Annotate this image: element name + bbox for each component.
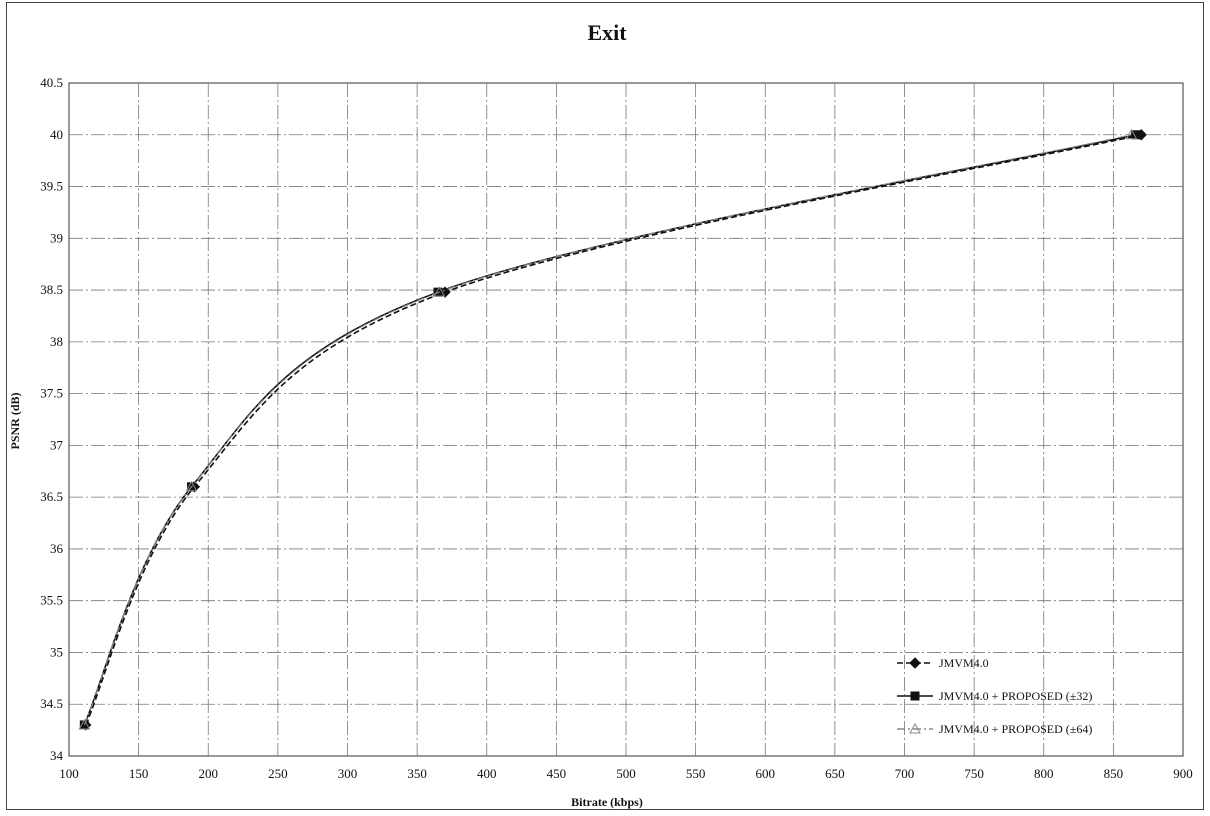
x-tick-label: 650 — [825, 766, 845, 781]
series-line — [83, 134, 1132, 726]
x-tick-label: 600 — [756, 766, 776, 781]
chart-svg: Exit 100 150 200 250 300 350 400 450 500 550 600 65… — [8, 20, 1193, 809]
legend-label: JMVM4.0 — [939, 656, 989, 670]
x-tick-label: 150 — [129, 766, 149, 781]
y-tick-label: 38 — [50, 334, 63, 349]
series-layer — [78, 128, 1147, 731]
data-point — [185, 480, 198, 492]
x-tick-label: 200 — [199, 766, 219, 781]
x-tick-label: 750 — [964, 766, 984, 781]
y-tick-label: 34 — [50, 748, 64, 763]
series-line — [83, 133, 1136, 726]
chart-frame: Exit 100 150 200 250 300 350 400 450 500 550 600 65… — [6, 2, 1204, 810]
legend-marker — [909, 657, 921, 669]
tick-layer: 100 150 200 250 300 350 400 450 500 550 600 650 700 7… — [40, 75, 1193, 781]
data-point — [433, 286, 446, 297]
legend-marker — [910, 691, 920, 701]
y-tick-label: 35.5 — [40, 593, 63, 608]
x-tick-label: 450 — [547, 766, 567, 781]
x-axis-label: Bitrate (kbps) — [571, 795, 643, 809]
x-tick-label: 100 — [59, 766, 79, 781]
legend-label: JMVM4.0 + PROPOSED (±32) — [939, 689, 1092, 703]
series-1 — [80, 129, 1147, 731]
series-3 — [78, 128, 1138, 730]
legend-item: JMVM4.0 — [897, 656, 989, 670]
y-tick-label: 37 — [50, 437, 64, 452]
y-tick-label: 39.5 — [40, 179, 63, 194]
y-tick-label: 38.5 — [40, 282, 63, 297]
y-tick-label: 37.5 — [40, 386, 63, 401]
y-tick-label: 36 — [50, 541, 64, 556]
legend-label: JMVM4.0 + PROPOSED (±64) — [939, 722, 1092, 736]
x-tick-label: 850 — [1104, 766, 1124, 781]
series-line — [84, 133, 1142, 726]
chart-title: Exit — [587, 20, 627, 45]
y-tick-label: 36.5 — [40, 489, 63, 504]
legend-marker — [909, 722, 921, 734]
x-tick-label: 500 — [616, 766, 636, 781]
y-tick-label: 35 — [50, 644, 63, 659]
y-tick-label: 34.5 — [40, 696, 63, 711]
x-tick-label: 400 — [477, 766, 497, 781]
data-point — [78, 718, 91, 730]
y-tick-label: 40.5 — [40, 75, 63, 90]
legend: JMVM4.0 JMVM4.0 + PROPOSED (±32) JMVM4.0 +… — [897, 656, 1092, 736]
y-tick-label: 39 — [50, 230, 63, 245]
data-point — [1125, 128, 1138, 140]
y-axis-label: PSNR (dB) — [8, 392, 22, 449]
x-tick-label: 900 — [1173, 766, 1193, 781]
x-tick-label: 250 — [268, 766, 288, 781]
grid-layer — [69, 83, 1183, 756]
x-tick-label: 700 — [895, 766, 915, 781]
legend-item: JMVM4.0 + PROPOSED (±64) — [897, 722, 1092, 736]
y-tick-label: 40 — [50, 127, 63, 142]
x-tick-label: 350 — [407, 766, 427, 781]
legend-item: JMVM4.0 + PROPOSED (±32) — [897, 689, 1092, 703]
x-tick-label: 800 — [1034, 766, 1054, 781]
x-tick-label: 300 — [338, 766, 358, 781]
x-tick-label: 550 — [686, 766, 706, 781]
